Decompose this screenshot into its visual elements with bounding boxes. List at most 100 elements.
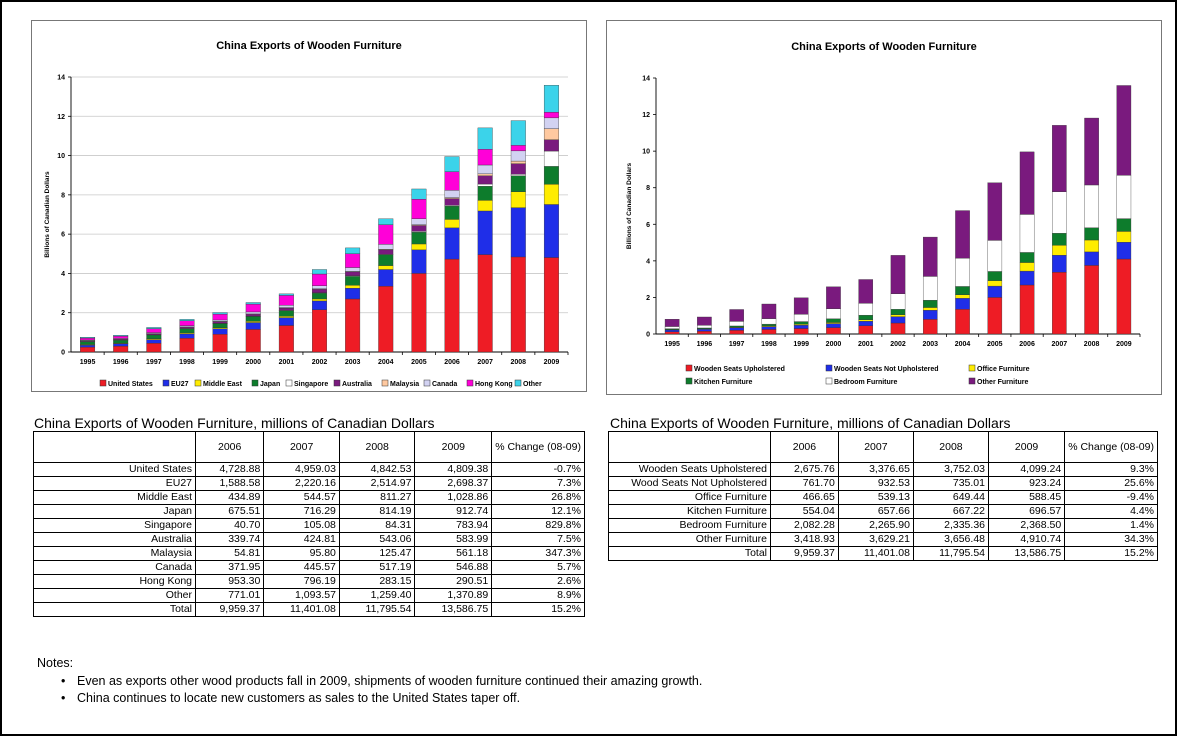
table-by-destination: 2006 2007 2008 2009 % Change (08-09) Uni…	[33, 431, 585, 617]
table-cell: 1,588.58	[194, 476, 265, 491]
bar-segment	[543, 166, 559, 185]
bar-segment	[761, 329, 777, 335]
row-label: Total	[33, 602, 196, 617]
row-label: United States	[33, 462, 196, 477]
legend-swatch	[285, 379, 293, 387]
bar-segment	[543, 204, 559, 258]
left-table-title: China Exports of Wooden Furniture, milli…	[34, 415, 435, 431]
bar-segment	[890, 293, 906, 310]
bar-segment	[510, 174, 526, 176]
table-cell: 696.57	[987, 504, 1066, 519]
y-tick-label: 4	[646, 258, 650, 265]
y-tick-label: 4	[61, 271, 65, 278]
bar-segment	[245, 316, 261, 322]
bar-segment	[1084, 227, 1099, 241]
table-header-col: 2006	[770, 431, 839, 463]
y-tick-label: 14	[642, 76, 650, 83]
table-cell: 3,629.21	[837, 532, 914, 547]
table-cell: 339.74	[194, 532, 265, 547]
table-cell: 912.74	[414, 504, 493, 519]
table-cell: 11,795.54	[912, 546, 990, 561]
table-row: Other 771.01 1,093.57 1,259.40 1,370.89 8.9%	[33, 588, 585, 603]
bar-segment	[345, 247, 361, 254]
bar-segment	[987, 182, 1003, 241]
row-label: Malaysia	[33, 546, 196, 561]
table-cell: 283.15	[338, 574, 416, 589]
table-cell: -0.7%	[491, 462, 585, 477]
x-tick-label: 2002	[312, 359, 328, 366]
bar-segment	[345, 271, 361, 276]
legend-label: Other Furniture	[977, 379, 1028, 386]
x-tick-label: 2009	[544, 359, 560, 366]
table-cell: 4,959.03	[263, 462, 340, 477]
legend-label: Australia	[342, 381, 372, 388]
bar-segment	[113, 343, 129, 347]
table-cell: 434.89	[194, 490, 265, 505]
bar-segment	[179, 320, 195, 326]
bar-segment	[345, 298, 361, 353]
bar-segment	[1019, 214, 1035, 253]
legend-label: Office Furniture	[977, 366, 1030, 373]
table-cell: 11,401.08	[837, 546, 914, 561]
table-cell: 3,376.65	[837, 462, 914, 477]
bar-segment	[987, 297, 1003, 335]
bar-segment	[278, 317, 294, 326]
bar-segment	[987, 285, 1003, 298]
bar-segment	[1116, 175, 1132, 219]
table-header-col: 2009	[414, 431, 493, 463]
bar-segment	[411, 232, 427, 245]
bar-segment	[761, 323, 777, 327]
table-cell: 2,220.16	[263, 476, 340, 491]
table-cell: 34.3%	[1064, 532, 1158, 547]
legend-label: Wooden Seats Not Upholstered	[834, 366, 939, 373]
bar-segment	[510, 191, 526, 208]
bar-segment	[761, 318, 777, 325]
bar-segment	[212, 323, 228, 329]
bar-segment	[80, 337, 96, 339]
table-cell: 9.3%	[1064, 462, 1158, 477]
row-label: Kitchen Furniture	[608, 504, 771, 519]
bar-segment	[955, 294, 970, 299]
bar-segment	[113, 335, 129, 339]
bar-segment	[444, 258, 460, 353]
table-cell: 2,368.50	[987, 518, 1066, 533]
bar-segment	[411, 188, 427, 200]
table-row: Total 9,959.37 11,401.08 11,795.54 13,586.75…	[33, 602, 585, 617]
bar-segment	[922, 319, 938, 335]
bar-segment	[826, 286, 841, 309]
table-cell: 539.13	[837, 490, 914, 505]
legend-label: Wooden Seats Upholstered	[694, 366, 785, 373]
bar-segment	[987, 240, 1003, 272]
bar-segment	[826, 327, 841, 335]
x-tick-label: 2005	[411, 359, 427, 366]
bar-segment	[697, 316, 712, 326]
bar-segment	[1084, 184, 1099, 228]
x-tick-label: 1996	[697, 341, 713, 348]
bar-segment	[922, 276, 938, 301]
bar-segment	[729, 327, 744, 331]
bar-segment	[1084, 251, 1099, 266]
bar-segment	[345, 267, 361, 272]
table-header-col: 2007	[263, 431, 340, 463]
y-tick-label: 6	[646, 222, 650, 229]
bar-segment	[312, 309, 327, 353]
legend-swatch	[685, 377, 693, 385]
bar-segment	[955, 210, 970, 259]
bar-segment	[1116, 218, 1132, 232]
bar-segment	[378, 286, 394, 353]
table-cell: 424.81	[263, 532, 340, 547]
bar-segment	[987, 280, 1003, 287]
notes-list: • Even as exports other wood products fal…	[37, 674, 702, 705]
legend-swatch	[333, 379, 341, 387]
table-cell: 953.30	[194, 574, 265, 589]
bar-segment	[444, 156, 460, 172]
bar-segment	[510, 163, 526, 175]
legend-label: EU27	[171, 381, 189, 388]
bar-segment	[345, 253, 361, 268]
table-row: Wood Seats Not Upholstered 761.70 932.53 73…	[608, 476, 1158, 491]
bar-segment	[179, 328, 195, 334]
table-cell: 923.24	[987, 476, 1066, 491]
table-cell: 2,082.28	[770, 518, 839, 533]
bar-segment	[411, 243, 427, 251]
